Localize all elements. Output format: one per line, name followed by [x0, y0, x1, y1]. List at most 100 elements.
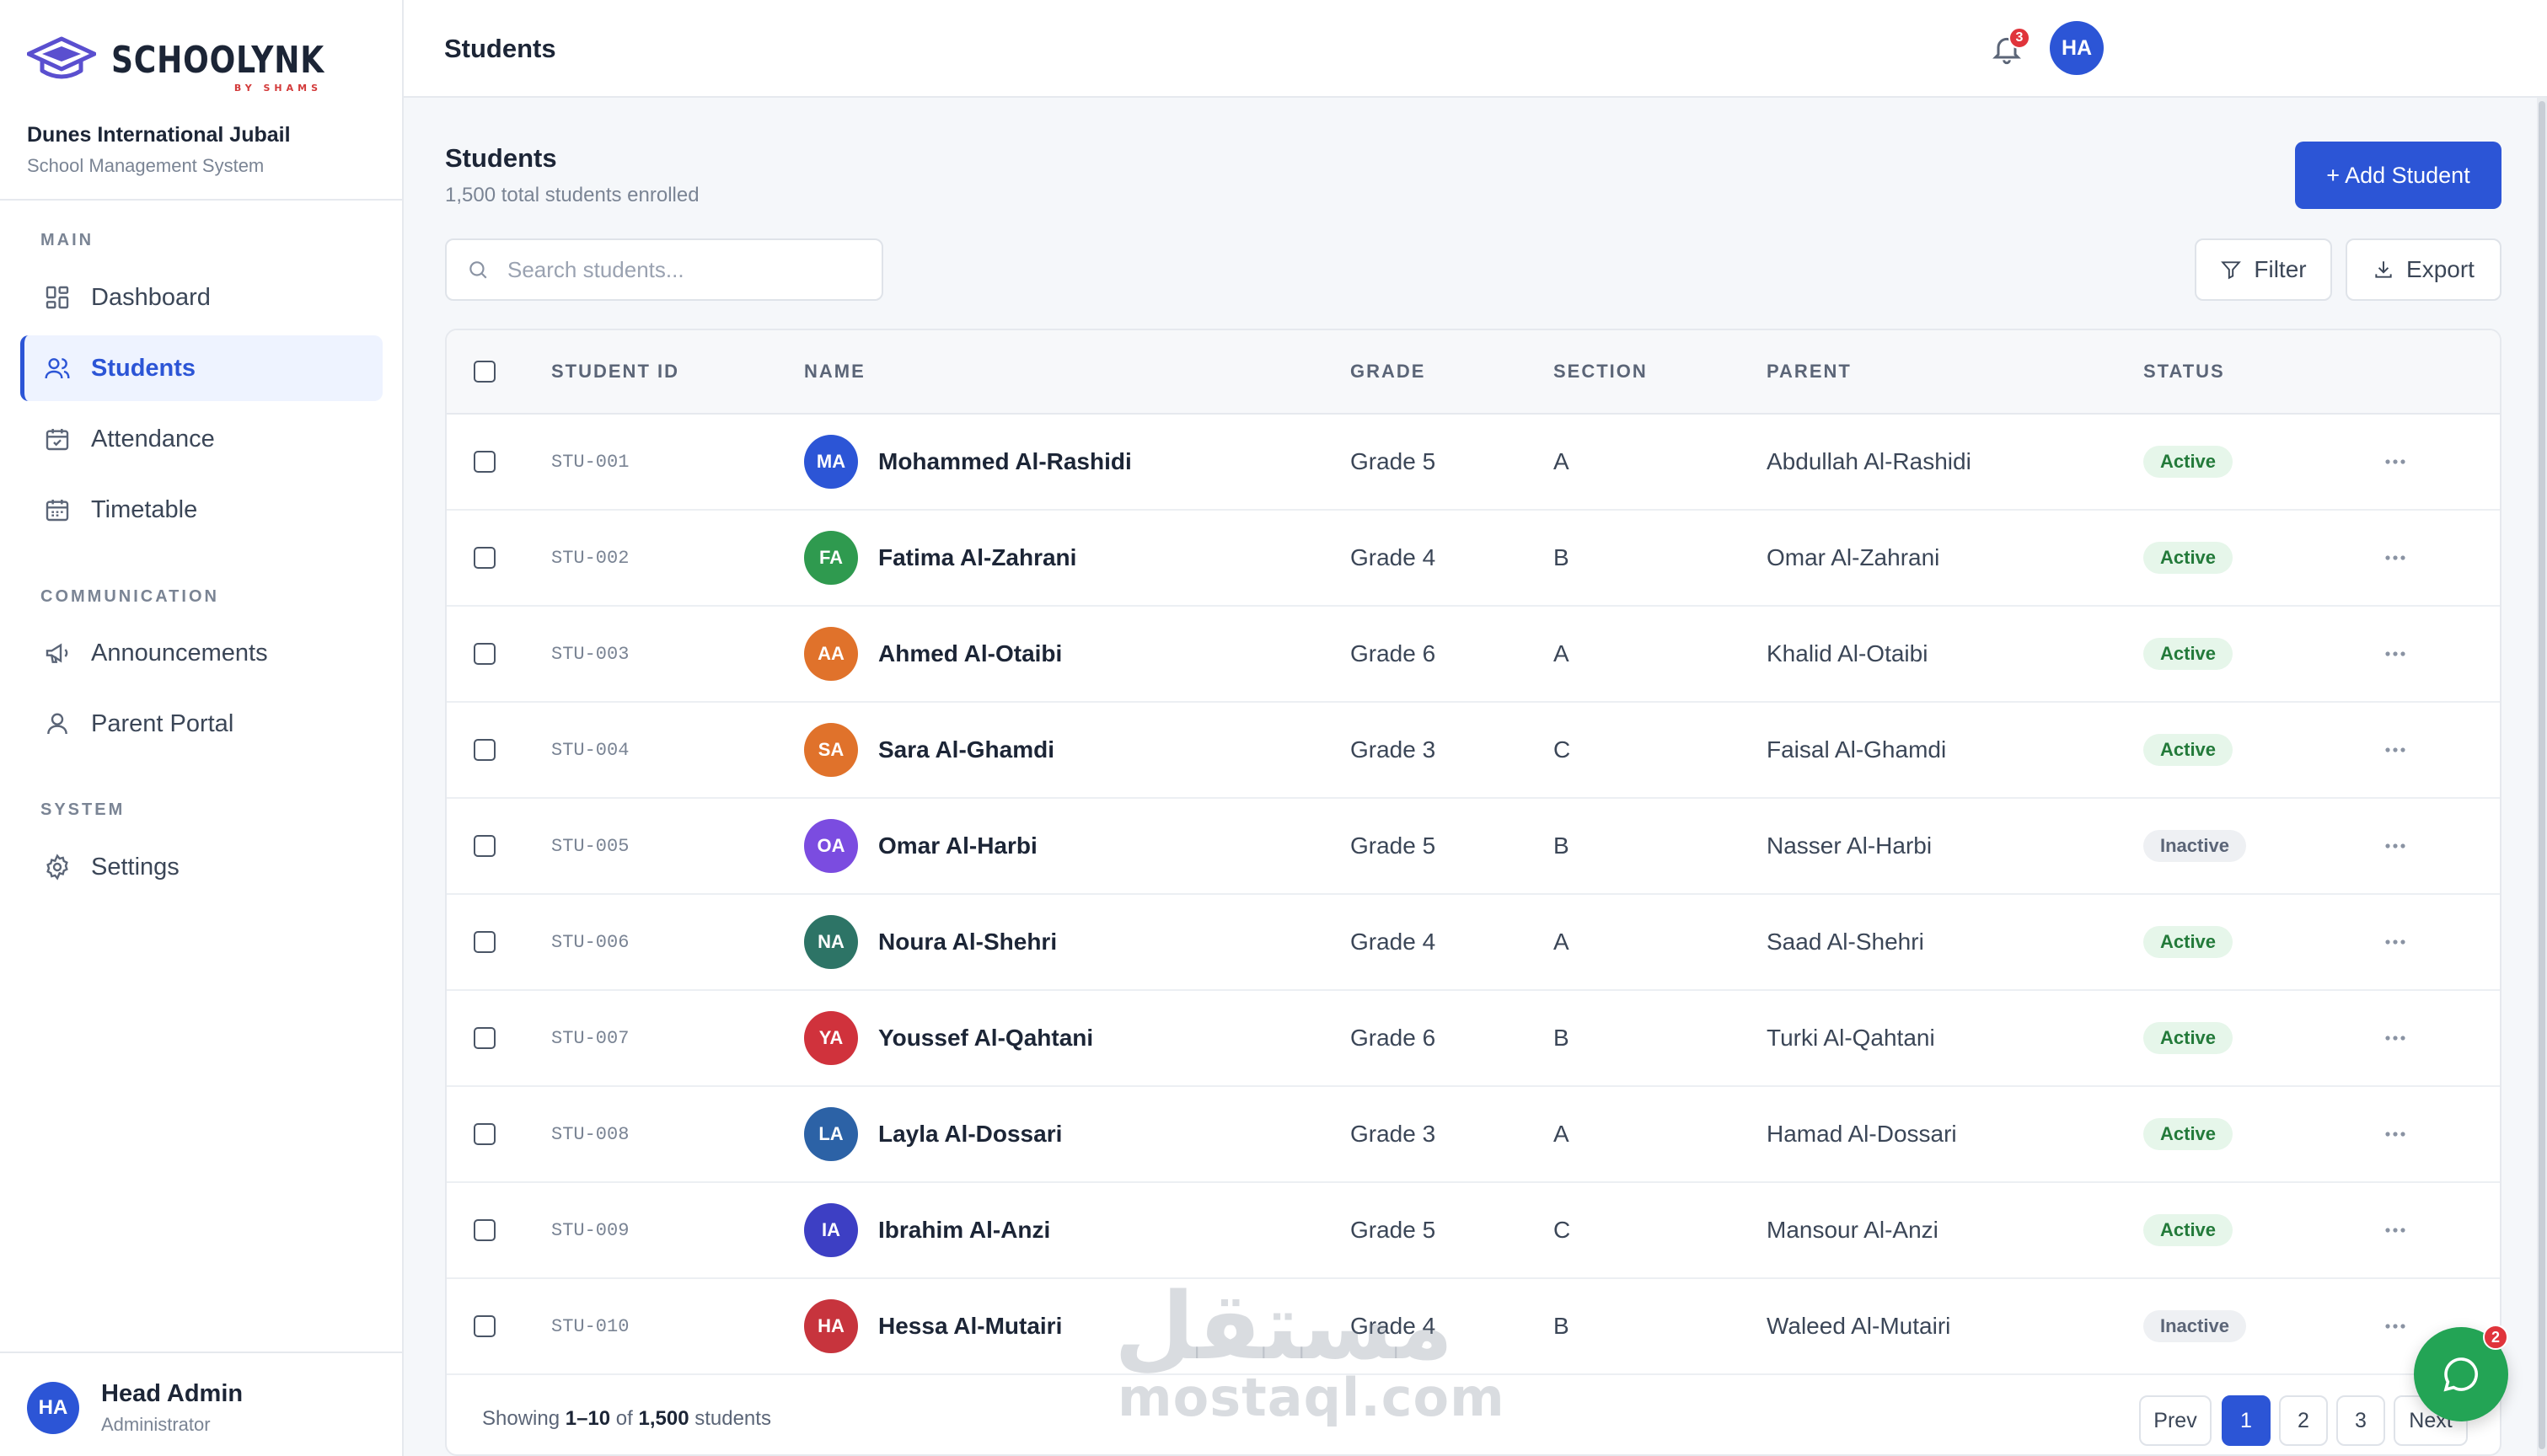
student-avatar: HA — [804, 1299, 858, 1353]
student-id: STU-006 — [551, 931, 630, 953]
student-name-cell[interactable]: MA Mohammed Al-Rashidi — [804, 415, 1132, 509]
row-actions — [2378, 1279, 2412, 1373]
more-options-icon[interactable] — [2378, 1021, 2412, 1055]
filter-button[interactable]: Filter — [2195, 238, 2332, 301]
row-checkbox[interactable] — [474, 1027, 496, 1049]
search-input[interactable] — [507, 256, 878, 283]
status-cell: Active — [2143, 511, 2233, 605]
row-actions — [2378, 991, 2412, 1085]
status-badge: Inactive — [2143, 1310, 2246, 1342]
status-badge: Active — [2143, 734, 2233, 766]
student-name-cell[interactable]: AA Ahmed Al-Otaibi — [804, 607, 1062, 701]
student-grade: Grade 5 — [1350, 832, 1436, 859]
row-checkbox[interactable] — [474, 931, 496, 953]
student-grade: Grade 3 — [1350, 736, 1436, 763]
status-cell: Inactive — [2143, 1279, 2246, 1373]
page-button-1[interactable]: 1 — [2222, 1395, 2271, 1446]
student-id: STU-004 — [551, 739, 630, 761]
profile-avatar[interactable]: HA — [2050, 21, 2104, 75]
student-name-cell[interactable]: NA Noura Al-Shehri — [804, 895, 1057, 989]
student-name-cell[interactable]: HA Hessa Al-Mutairi — [804, 1279, 1062, 1373]
student-id: STU-001 — [551, 451, 630, 473]
showing-of: of — [615, 1407, 633, 1430]
table-row[interactable]: STU-004 SA Sara Al-Ghamdi Grade 3 C Faisal Al… — [447, 703, 2500, 799]
column-header-parent[interactable]: PARENT — [1767, 361, 1852, 382]
table-row[interactable]: STU-001 MA Mohammed Al-Rashidi Grade 5 A Abdu… — [447, 415, 2500, 511]
status-badge: Active — [2143, 446, 2233, 478]
row-checkbox[interactable] — [474, 835, 496, 857]
more-options-icon[interactable] — [2378, 733, 2412, 767]
more-options-icon[interactable] — [2378, 925, 2412, 959]
table-row[interactable]: STU-009 IA Ibrahim Al-Anzi Grade 5 C Mansour … — [447, 1183, 2500, 1279]
export-button[interactable]: Export — [2346, 238, 2501, 301]
student-grade: Grade 5 — [1350, 1217, 1436, 1243]
student-name-cell[interactable]: OA Omar Al-Harbi — [804, 799, 1038, 893]
column-header-grade[interactable]: GRADE — [1350, 361, 1426, 382]
status-badge: Active — [2143, 1214, 2233, 1246]
sidebar-item-settings[interactable]: Settings — [20, 834, 383, 900]
nav-section-communication: COMMUNICATION — [40, 587, 219, 606]
student-name-cell[interactable]: LA Layla Al-Dossari — [804, 1087, 1062, 1181]
table-row[interactable]: STU-005 OA Omar Al-Harbi Grade 5 B Nasser Al-… — [447, 799, 2500, 895]
student-avatar: SA — [804, 723, 858, 777]
student-id: STU-008 — [551, 1123, 630, 1145]
more-options-icon[interactable] — [2378, 829, 2412, 863]
gear-icon — [46, 854, 68, 881]
page-button-2[interactable]: 2 — [2279, 1395, 2328, 1446]
brand[interactable]: SCHOOLYNK BY SHAMS — [27, 35, 372, 94]
student-section: A — [1553, 640, 1569, 666]
more-options-icon[interactable] — [2378, 445, 2412, 479]
user-avatar[interactable]: HA — [27, 1382, 79, 1434]
more-options-icon[interactable] — [2378, 1213, 2412, 1247]
column-header-section[interactable]: SECTION — [1553, 361, 1648, 382]
more-options-icon[interactable] — [2378, 637, 2412, 671]
student-name: Fatima Al-Zahrani — [878, 544, 1077, 570]
student-grade: Grade 4 — [1350, 929, 1436, 955]
student-name-cell[interactable]: YA Youssef Al-Qahtani — [804, 991, 1093, 1085]
column-header-status[interactable]: STATUS — [2143, 361, 2225, 382]
top-bar: Students — [404, 0, 2547, 98]
student-name-cell[interactable]: IA Ibrahim Al-Anzi — [804, 1183, 1050, 1277]
table-row[interactable]: STU-008 LA Layla Al-Dossari Grade 3 A Hamad A… — [447, 1087, 2500, 1183]
prev-page-button[interactable]: Prev — [2139, 1395, 2212, 1446]
row-checkbox[interactable] — [474, 451, 496, 473]
row-actions — [2378, 1183, 2412, 1277]
student-section: B — [1553, 832, 1569, 859]
sidebar-item-timetable[interactable]: Timetable — [20, 477, 383, 543]
more-options-icon[interactable] — [2378, 1309, 2412, 1343]
student-avatar: AA — [804, 627, 858, 681]
sidebar-item-dashboard[interactable]: Dashboard — [20, 265, 383, 330]
row-checkbox[interactable] — [474, 739, 496, 761]
add-student-button[interactable]: + Add Student — [2295, 142, 2501, 209]
sidebar-item-announcements[interactable]: Announcements — [20, 620, 383, 686]
table-row[interactable]: STU-007 YA Youssef Al-Qahtani Grade 6 B Turki… — [447, 991, 2500, 1087]
row-checkbox[interactable] — [474, 1315, 496, 1337]
sidebar-item-attendance[interactable]: Attendance — [20, 406, 383, 472]
table-row[interactable]: STU-010 HA Hessa Al-Mutairi Grade 4 B Waleed … — [447, 1279, 2500, 1375]
student-name-cell[interactable]: FA Fatima Al-Zahrani — [804, 511, 1076, 605]
page-button-3[interactable]: 3 — [2336, 1395, 2385, 1446]
row-checkbox[interactable] — [474, 547, 496, 569]
table-row[interactable]: STU-002 FA Fatima Al-Zahrani Grade 4 B Omar A… — [447, 511, 2500, 607]
row-checkbox[interactable] — [474, 643, 496, 665]
showing-suffix: students — [694, 1407, 771, 1430]
row-checkbox[interactable] — [474, 1123, 496, 1145]
sidebar-item-parent-portal[interactable]: Parent Portal — [20, 691, 383, 757]
student-name-cell[interactable]: SA Sara Al-Ghamdi — [804, 703, 1054, 797]
search-box[interactable] — [445, 238, 883, 301]
scrollbar-thumb[interactable] — [2539, 101, 2545, 1449]
status-cell: Active — [2143, 415, 2233, 509]
row-checkbox[interactable] — [474, 1219, 496, 1241]
status-cell: Active — [2143, 1087, 2233, 1181]
select-all-checkbox[interactable] — [474, 361, 496, 383]
sidebar-item-students[interactable]: Students — [20, 335, 383, 401]
more-options-icon[interactable] — [2378, 541, 2412, 575]
column-header-student-id[interactable]: STUDENT ID — [551, 361, 679, 382]
dashboard-icon — [46, 286, 69, 309]
column-header-name[interactable]: NAME — [804, 361, 866, 382]
table-row[interactable]: STU-006 NA Noura Al-Shehri Grade 4 A Saad Al-… — [447, 895, 2500, 991]
user-icon — [47, 713, 67, 735]
table-row[interactable]: STU-003 AA Ahmed Al-Otaibi Grade 6 A Khalid A… — [447, 607, 2500, 703]
more-options-icon[interactable] — [2378, 1117, 2412, 1151]
enrolled-count: 1,500 total students enrolled — [445, 184, 700, 206]
